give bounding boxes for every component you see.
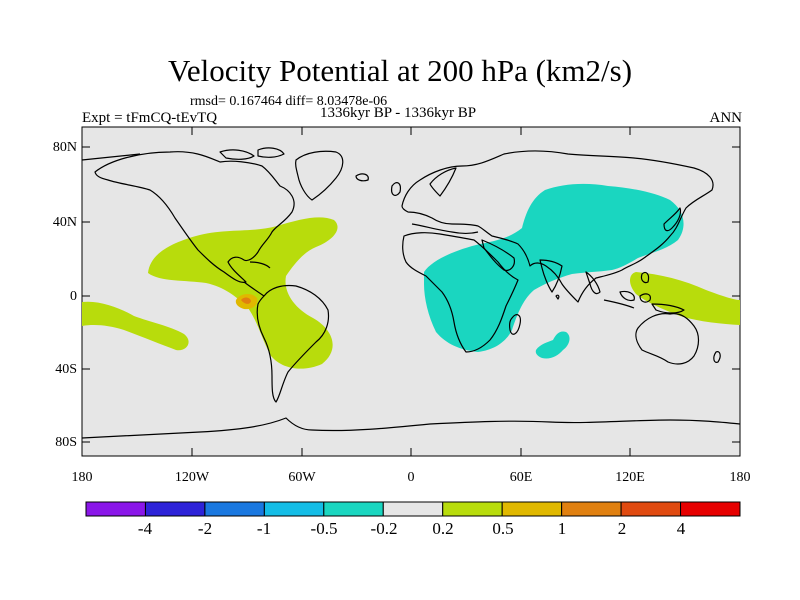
map-title: Velocity Potential at 200 hPa (km2/s) [167, 53, 633, 88]
colorbar-label: 4 [676, 519, 686, 538]
colorbar-swatch [85, 501, 146, 517]
negative-region-eastern-hemisphere [424, 183, 684, 352]
colorbar-swatch [620, 501, 682, 517]
axis-ticks [82, 127, 740, 456]
lat-tick-label: 0 [70, 289, 77, 304]
lat-tick-label: 40S [55, 362, 77, 377]
colorbar-swatch [204, 501, 265, 517]
positive-region-east-pacific [82, 301, 189, 351]
positive-region-americas [148, 217, 338, 369]
lat-tick-label: 80N [52, 140, 77, 155]
lat-tick-label: 80S [55, 435, 77, 450]
lon-tick-label: 180 [729, 470, 751, 485]
colorbar-swatch [501, 501, 563, 517]
lon-tick-label: 60E [509, 470, 533, 485]
season-label: ANN [709, 110, 743, 126]
positive-maximum-core [241, 297, 251, 304]
colorbar-label: -1 [256, 519, 272, 538]
coastlines [81, 147, 741, 439]
colorbar-label: -0.5 [310, 519, 338, 538]
colorbar-swatch [263, 501, 325, 517]
map-background [81, 126, 741, 457]
colorbar-label: 2 [617, 519, 627, 538]
colorbar-label: -0.2 [370, 519, 398, 538]
colorbar-swatch [323, 501, 384, 517]
experiment-label: Expt = tFmCQ-tEvTQ [82, 110, 218, 126]
lon-tick-label: 120E [615, 470, 645, 485]
colorbar-swatch [382, 501, 444, 517]
lat-tick-label: 40N [52, 215, 77, 230]
colorbar-label: -4 [137, 519, 153, 538]
positive-region-west-pacific [630, 272, 740, 325]
lon-tick-label: 120W [174, 470, 210, 485]
stats-line: rmsd= 0.167464 diff= 8.03478e-06 [190, 94, 388, 109]
colorbar-swatch [561, 501, 622, 517]
period-label: 1336kyr BP - 1336kyr BP [320, 105, 477, 121]
colorbar-label: 1 [557, 519, 567, 538]
negative-region-south-indian-ocean [535, 331, 570, 359]
colorbar-swatch [442, 501, 503, 517]
colorbar-swatch [680, 501, 741, 517]
colorbar-label: 0.2 [432, 519, 454, 538]
colorbar [85, 501, 741, 517]
lon-tick-label: 0 [407, 470, 415, 485]
lon-tick-label: 180 [71, 470, 93, 485]
colorbar-label: -2 [197, 519, 213, 538]
colorbar-label: 0.5 [492, 519, 514, 538]
colorbar-swatch [144, 501, 206, 517]
lon-tick-label: 60W [288, 470, 316, 485]
